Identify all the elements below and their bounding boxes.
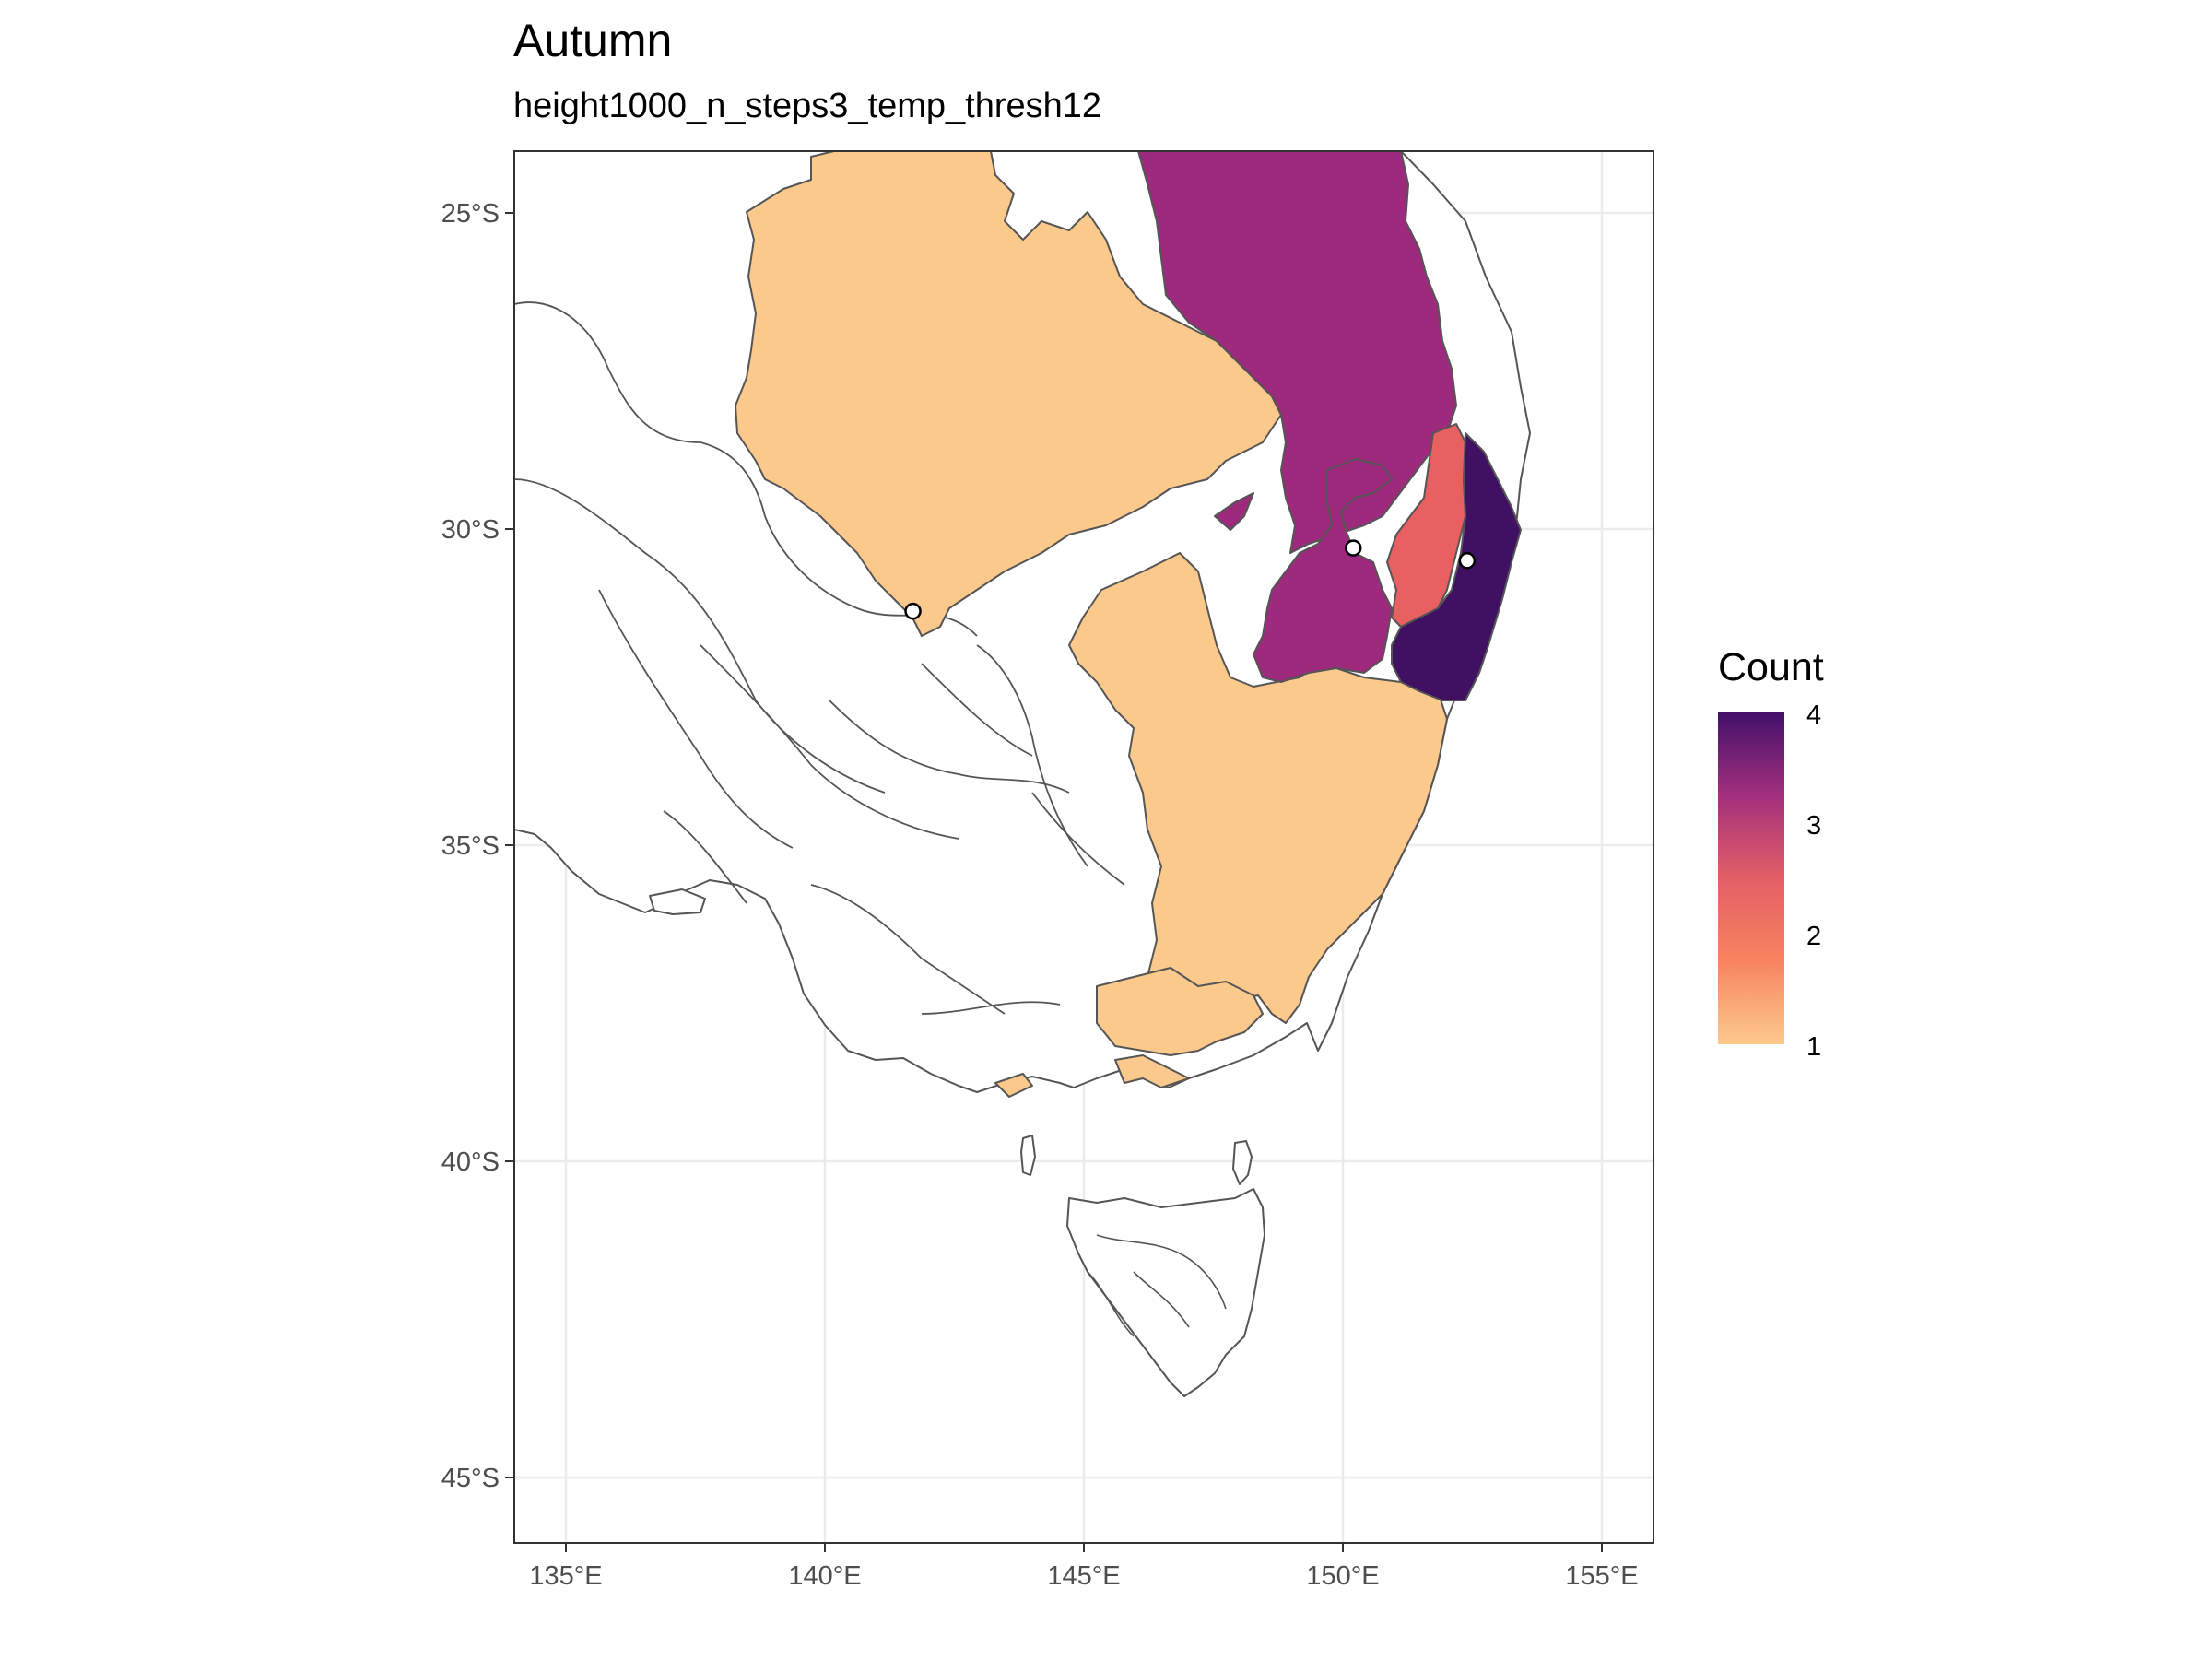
land-flinders-island — [1232, 1140, 1253, 1185]
x-axis: 135°E 140°E 145°E 150°E 155°E — [529, 1543, 1639, 1591]
x-tick-label: 135°E — [529, 1561, 602, 1591]
region-count-3 — [1214, 492, 1254, 531]
site-point — [904, 602, 922, 620]
x-tick-label: 155°E — [1565, 1561, 1638, 1591]
legend-label-4: 4 — [1806, 700, 1822, 730]
y-tick-label: 40°S — [441, 1147, 500, 1177]
site-point — [1458, 552, 1477, 570]
y-tick-label: 25°S — [441, 199, 500, 229]
region-count-1 — [1114, 1054, 1190, 1088]
region-count-1 — [994, 1073, 1033, 1098]
y-tick-label: 30°S — [441, 515, 500, 545]
land-king-island — [1020, 1135, 1036, 1176]
y-tick-label: 35°S — [441, 831, 500, 861]
legend-colorbar — [1718, 712, 1784, 1044]
region-count-1 — [1096, 967, 1264, 1056]
chart-title: Autumn — [513, 15, 673, 66]
legend-label-1: 1 — [1806, 1032, 1822, 1062]
legend-title: Count — [1718, 645, 1824, 689]
region-count-3 — [1253, 458, 1393, 683]
region-boundary — [1087, 1234, 1227, 1337]
land-kangaroo-island — [649, 888, 706, 915]
x-tick-label: 145°E — [1047, 1561, 1120, 1591]
x-tick-label: 140°E — [788, 1561, 861, 1591]
region-count-1 — [1068, 552, 1448, 1024]
y-tick-label: 45°S — [441, 1464, 500, 1493]
site-points — [904, 539, 1477, 620]
legend-label-2: 2 — [1806, 922, 1822, 951]
region-count-4 — [1391, 432, 1522, 701]
region-boundary — [514, 301, 1125, 1015]
chart-subtitle: height1000_n_steps3_temp_thresh12 — [513, 87, 1102, 125]
map-regions — [514, 151, 1531, 1397]
y-axis: 25°S 30°S 35°S 40°S 45°S — [441, 199, 514, 1493]
region-count-1 — [735, 151, 1282, 637]
site-point — [1344, 539, 1362, 557]
region-count-3 — [1137, 151, 1457, 554]
legend-label-3: 3 — [1806, 811, 1822, 841]
x-tick-label: 150°E — [1306, 1561, 1379, 1591]
